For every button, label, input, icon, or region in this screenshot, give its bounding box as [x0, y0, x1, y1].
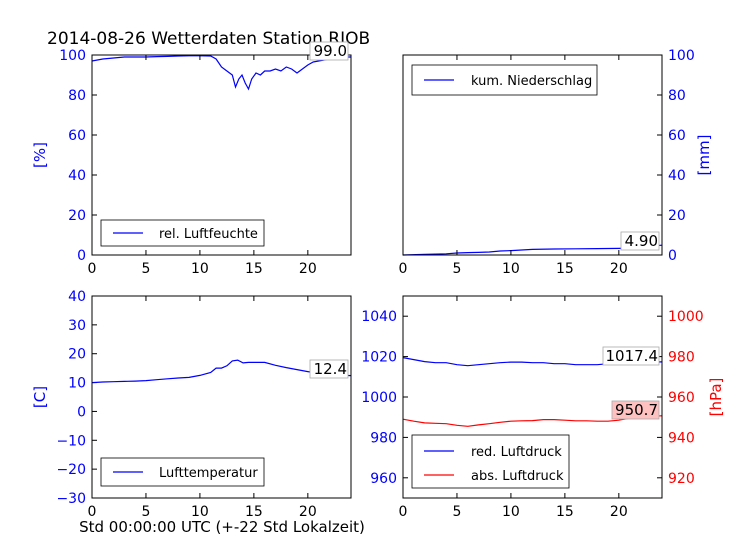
y-tick-label: 80: [68, 88, 86, 104]
y-tick-label: −10: [56, 433, 86, 449]
y-tick-label: 40: [668, 168, 686, 184]
last-value-label: 12.4: [314, 360, 347, 378]
x-tick-label: 15: [245, 504, 263, 520]
x-tick-label: 5: [141, 504, 150, 520]
legend-label: Lufttemperatur: [159, 466, 258, 481]
x-tick-label: 0: [88, 261, 97, 277]
panel-humidity: 0 20 40 60 80 100 0 5 10 15 20 [%] rel. Luftfeuchte 9…: [31, 41, 352, 277]
last-value-label: 99.0: [314, 42, 347, 60]
y-tick-label: 60: [668, 128, 686, 144]
y-tick-label: 980: [370, 430, 397, 446]
y-tick-label: 40: [68, 289, 86, 305]
legend-box: [411, 434, 570, 489]
y-tick-label: 30: [68, 318, 86, 334]
x-tick-label: 10: [502, 504, 520, 520]
y-tick-label: 1020: [361, 350, 397, 366]
y-tick-label: 100: [59, 48, 86, 64]
y-tick-label: 980: [668, 350, 695, 366]
y-axis-label-right: [hPa]: [707, 378, 725, 417]
series-line-temperature: [91, 359, 352, 384]
legend-label: red. Luftdruck: [471, 445, 562, 460]
x-tick-label: 20: [610, 504, 628, 520]
y-tick-label: 1000: [361, 390, 397, 406]
last-value-label: 1017.4: [606, 347, 659, 365]
y-tick-label: −30: [56, 491, 86, 507]
y-tick-label: 0: [77, 404, 86, 420]
legend-label: abs. Luftdruck: [471, 469, 564, 484]
last-value-label-box: [611, 400, 660, 420]
y-axis-label: [C]: [31, 386, 49, 408]
last-value-label-box: [620, 231, 660, 251]
figure-title: 2014-08-26 Wetterdaten Station RJOB: [47, 29, 370, 49]
plot-frame: [91, 54, 352, 256]
series-line-abs-luftdruck: [402, 415, 663, 427]
x-tick-label: 15: [556, 261, 574, 277]
x-tick-label: 20: [610, 261, 628, 277]
x-tick-label: 5: [452, 504, 461, 520]
y-axis-label: [%]: [31, 142, 49, 168]
plot-frame: [402, 54, 663, 256]
y-tick-label: 20: [668, 208, 686, 224]
x-tick-label: 20: [299, 261, 317, 277]
last-value-label: 950.7: [615, 401, 658, 419]
x-tick-label: 0: [399, 504, 408, 520]
y-tick-label: 940: [668, 430, 695, 446]
x-tick-label: 0: [88, 504, 97, 520]
y-tick-label: 60: [68, 128, 86, 144]
x-tick-label: 10: [191, 504, 209, 520]
last-value-label-box: [309, 41, 349, 61]
y-tick-label: 960: [668, 390, 695, 406]
legend-label: kum. Niederschlag: [471, 74, 592, 89]
x-tick-label: 0: [399, 261, 408, 277]
series-line-humidity: [91, 55, 351, 91]
y-tick-label: 40: [68, 168, 86, 184]
y-tick-label: 10: [68, 376, 86, 392]
panel-temperature: −30 −20 −10 0 10 20 30 40 0 5 10 15 20 [C] Lufttempera…: [31, 289, 352, 520]
y-tick-label: 960: [370, 471, 397, 487]
y-tick-label: 80: [668, 88, 686, 104]
x-tick-label: 15: [556, 504, 574, 520]
legend-label: rel. Luftfeuchte: [159, 227, 258, 242]
x-tick-label: 10: [191, 261, 209, 277]
x-tick-label: 5: [452, 261, 461, 277]
y-tick-label: 1000: [668, 309, 704, 325]
last-value-label-box: [602, 346, 660, 366]
x-tick-label: 10: [502, 261, 520, 277]
y-axis-label: [mm]: [695, 135, 713, 176]
y-tick-label: 1040: [361, 309, 397, 325]
y-tick-label: 100: [668, 48, 695, 64]
plot-frame: [402, 295, 663, 499]
x-tick-label: 15: [245, 261, 263, 277]
plot-frame: [91, 295, 352, 499]
figure-xlabel: Std 00:00:00 UTC (+-22 Std Lokalzeit): [79, 518, 365, 536]
x-tick-label: 5: [141, 261, 150, 277]
panel-precipitation: 0 20 40 60 80 100 0 5 10 15 20 [mm] kum. Niederschla…: [399, 48, 713, 277]
y-tick-label: −20: [56, 462, 86, 478]
y-tick-label: 20: [68, 208, 86, 224]
last-value-label: 4.90: [625, 232, 658, 250]
y-tick-label: 920: [668, 471, 695, 487]
x-tick-label: 20: [299, 504, 317, 520]
y-tick-label: 20: [68, 347, 86, 363]
last-value-label-box: [309, 359, 349, 379]
panel-pressure: 960 980 1000 1020 1040 920 940 960 980 1000 0 5 10 15…: [361, 295, 725, 520]
y-tick-label: 0: [77, 248, 86, 264]
y-tick-label: 0: [668, 248, 677, 264]
